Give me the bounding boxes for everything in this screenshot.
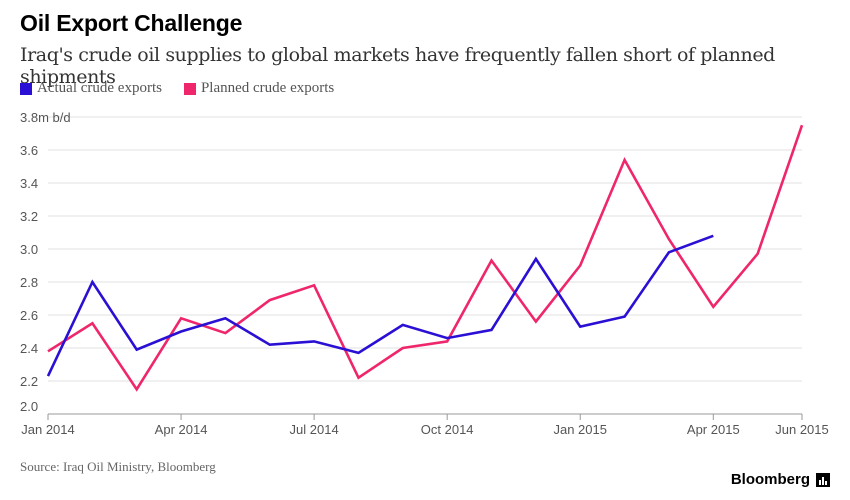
y-tick-label: 3.2	[20, 209, 38, 224]
brand-logo: Bloomberg	[731, 471, 830, 488]
chart-title: Oil Export Challenge	[20, 10, 243, 36]
y-tick-label: 3.6	[20, 143, 38, 158]
legend: Actual crude exports Planned crude expor…	[20, 80, 356, 97]
x-tick-label: Jan 2015	[553, 422, 607, 437]
series-line-actual	[46, 234, 714, 377]
y-tick-label: 3.8m b/d	[20, 110, 71, 125]
bloomberg-terminal-icon	[816, 472, 830, 487]
x-tick-label: Oct 2014	[421, 422, 474, 437]
legend-item-actual: Actual crude exports	[20, 80, 162, 97]
brand-name: Bloomberg	[730, 471, 810, 488]
x-tick-label: Jan 2014	[21, 422, 75, 437]
source-note: Source: Iraq Oil Ministry, Bloomberg	[20, 459, 216, 474]
legend-label-actual: Actual crude exports	[37, 80, 162, 96]
y-tick-label: 2.6	[20, 308, 38, 323]
chart-subtitle: Iraq's crude oil supplies to global mark…	[20, 44, 775, 88]
legend-swatch-planned	[183, 82, 196, 95]
series-line-planned	[47, 124, 804, 392]
y-tick-label: 2.2	[20, 374, 38, 389]
x-tick-label: Apr 2015	[687, 422, 740, 437]
x-tick-label: Jun 2015	[775, 422, 829, 437]
y-tick-label: 2.0	[20, 399, 38, 414]
y-tick-label: 3.4	[20, 176, 38, 191]
x-tick-label: Jul 2014	[290, 422, 339, 437]
x-tick-label: Apr 2014	[155, 422, 208, 437]
y-tick-label: 3.0	[20, 242, 38, 257]
legend-label-planned: Planned crude exports	[200, 80, 335, 96]
y-tick-label: 2.8	[20, 275, 38, 290]
legend-item-planned: Planned crude exports	[183, 80, 335, 97]
legend-swatch-actual	[20, 82, 32, 95]
y-tick-label: 2.4	[20, 341, 38, 356]
